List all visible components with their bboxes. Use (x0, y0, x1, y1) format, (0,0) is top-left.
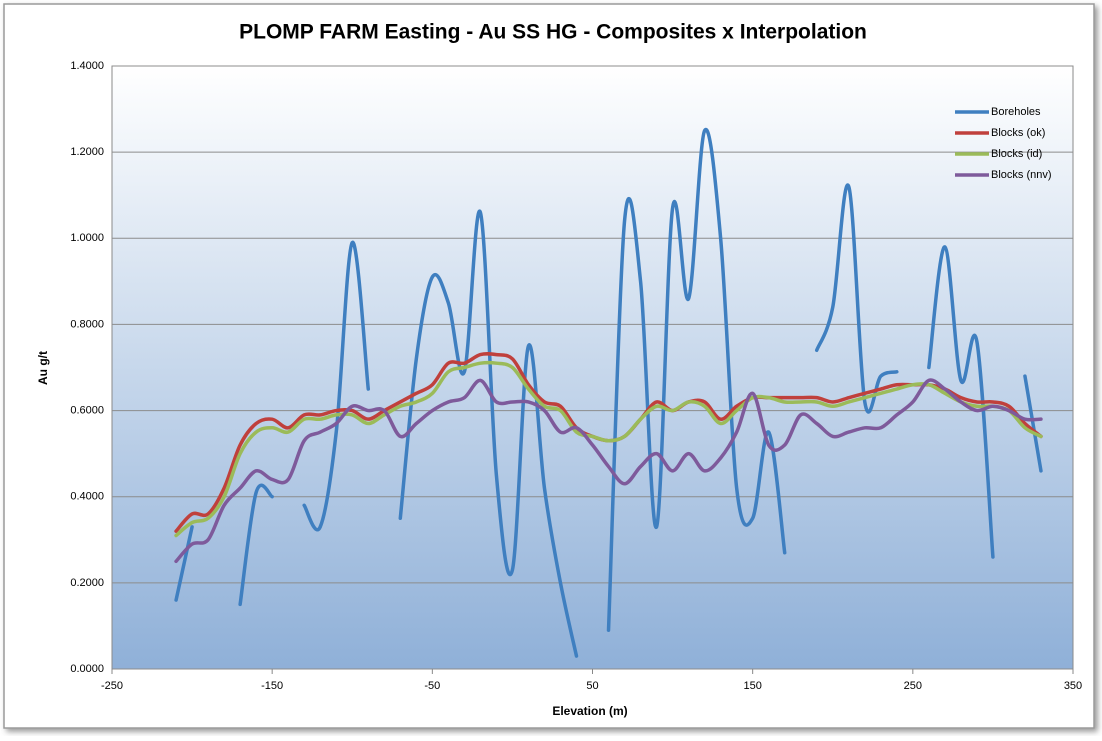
plot-area (111, 65, 1074, 670)
x-tick-label: -250 (101, 680, 123, 692)
x-tick-label: 150 (743, 680, 761, 692)
x-tick-label: 250 (904, 680, 922, 692)
y-tick-label: 0.4000 (70, 491, 104, 503)
legend-label: Blocks (nnv) (991, 169, 1052, 181)
legend-label: Blocks (ok) (991, 127, 1045, 139)
chart-title: PLOMP FARM Easting - Au SS HG - Composit… (239, 21, 867, 44)
y-tick-label: 0.6000 (70, 404, 104, 416)
y-tick-label: 0.2000 (70, 577, 104, 589)
y-axis-label: Au g/t (36, 351, 50, 385)
series-line (174, 360, 1043, 538)
legend-label: Blocks (id) (991, 148, 1042, 160)
legend-label: Boreholes (991, 106, 1041, 118)
y-tick-label: 0.8000 (70, 318, 104, 330)
series-line (174, 127, 1043, 658)
x-tick-label: -150 (261, 680, 283, 692)
y-tick-label: 1.0000 (70, 232, 104, 244)
x-tick-label: 350 (1064, 680, 1082, 692)
series-line (174, 378, 1043, 564)
y-tick-label: 1.4000 (70, 60, 104, 72)
y-tick-label: 1.2000 (70, 146, 104, 158)
x-axis-label: Elevation (m) (552, 704, 627, 718)
x-tick-label: -50 (424, 680, 440, 692)
x-tick-label: 50 (586, 680, 598, 692)
y-tick-label: 0.0000 (70, 663, 104, 675)
